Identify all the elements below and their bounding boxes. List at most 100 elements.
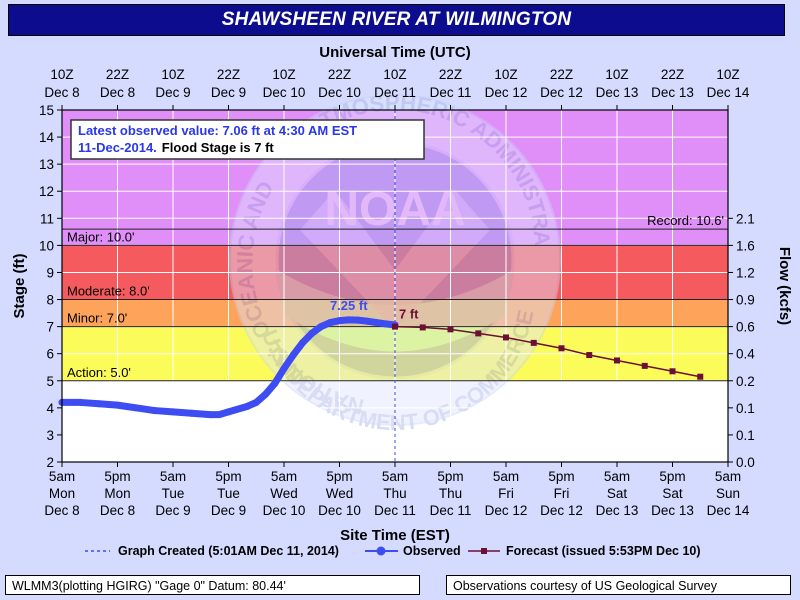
est-tick-time: 5am bbox=[382, 469, 408, 484]
threshold-label: Moderate: 8.0' bbox=[67, 284, 150, 299]
est-tick-date: Dec 9 bbox=[155, 503, 190, 518]
est-tick-date: Dec 8 bbox=[100, 503, 135, 518]
est-tick-date: Dec 13 bbox=[596, 503, 639, 518]
utc-tick-time: 22Z bbox=[439, 67, 462, 82]
est-tick-time: 5am bbox=[160, 469, 186, 484]
datum-footer: WLMM3(plotting HGIRG) "Gage 0" Datum: 80… bbox=[5, 575, 420, 595]
observed-point bbox=[299, 339, 306, 347]
forecast-series-line bbox=[394, 325, 701, 378]
est-tick-date: Dec 12 bbox=[485, 503, 528, 518]
est-tick-date: Dec 10 bbox=[318, 503, 361, 518]
est-tick-day: Wed bbox=[326, 486, 354, 501]
flow-tick-label: 0.1 bbox=[736, 401, 755, 416]
est-tick-time: 5am bbox=[271, 469, 297, 484]
y-tick-label: 15 bbox=[39, 103, 54, 118]
info-line-1: Latest observed value: 7.06 ft at 4:30 A… bbox=[78, 123, 357, 138]
est-tick-day: Sat bbox=[662, 486, 683, 501]
utc-tick-date: Dec 9 bbox=[211, 85, 246, 100]
threshold-label: Action: 5.0' bbox=[67, 365, 131, 380]
y-tick-label: 7 bbox=[46, 320, 54, 335]
utc-tick-time: 10Z bbox=[383, 67, 406, 82]
flow-tick-label: 1.6 bbox=[736, 238, 755, 253]
utc-tick-date: Dec 12 bbox=[485, 85, 528, 100]
observed-point bbox=[169, 408, 177, 416]
utc-tick-date: Dec 14 bbox=[707, 85, 750, 100]
forecast-point bbox=[475, 330, 482, 337]
flow-tick-label: 0.1 bbox=[736, 428, 755, 443]
utc-tick-time: 22Z bbox=[328, 67, 351, 82]
est-tick-day: Mon bbox=[49, 486, 75, 501]
observed-point bbox=[317, 323, 325, 331]
axes: 2 3 4 5 6 7 8 9 10 11 12 13 14 15 0.0 0.1 0.1 0.2 0.4 0.6 0.… bbox=[11, 44, 793, 544]
legend-graph-created-label: Graph Created (5:01AM Dec 11, 2014) bbox=[118, 544, 339, 558]
est-tick-date: Dec 9 bbox=[211, 503, 246, 518]
bottom-axis-title: Site Time (EST) bbox=[340, 527, 450, 544]
flow-tick-label: 1.2 bbox=[736, 265, 755, 280]
est-tick-time: 5pm bbox=[548, 469, 574, 484]
observed-series-line bbox=[58, 316, 399, 419]
forecast-point bbox=[392, 323, 398, 330]
observed-point bbox=[336, 317, 343, 325]
data-series bbox=[58, 110, 704, 462]
y-tick-label: 6 bbox=[46, 347, 54, 362]
utc-tick-time: 10Z bbox=[272, 67, 295, 82]
est-tick-date: Dec 12 bbox=[540, 503, 583, 518]
est-tick-date: Dec 11 bbox=[430, 503, 472, 518]
observed-point bbox=[114, 401, 121, 409]
observed-point bbox=[271, 379, 279, 387]
y-tick-label: 8 bbox=[46, 293, 54, 308]
observed-point bbox=[363, 317, 371, 325]
observed-point bbox=[243, 402, 251, 410]
info-box bbox=[70, 119, 425, 160]
est-tick-time: 5pm bbox=[104, 469, 130, 484]
observed-point bbox=[262, 390, 269, 398]
legend-observed-label: Observed bbox=[403, 544, 461, 558]
est-tick-date: Dec 10 bbox=[263, 503, 306, 518]
utc-tick-date: Dec 9 bbox=[155, 85, 190, 100]
info-date: 11-Dec-2014. bbox=[78, 140, 157, 155]
observed-point bbox=[206, 411, 214, 419]
chart-title-bar: SHAWSHEEN RIVER AT WILMINGTON bbox=[8, 4, 785, 36]
utc-tick-time: 22Z bbox=[217, 67, 240, 82]
utc-tick-time: 10Z bbox=[494, 67, 517, 82]
threshold-label: Minor: 7.0' bbox=[67, 311, 127, 326]
flow-tick-label: 0.4 bbox=[736, 347, 755, 362]
right-axis-title: Flow (kcfs) bbox=[776, 247, 793, 325]
est-tick-time: 5pm bbox=[437, 469, 463, 484]
y-tick-label: 12 bbox=[39, 184, 54, 199]
utc-tick-time: 10Z bbox=[50, 67, 73, 82]
forecast-point bbox=[669, 368, 676, 375]
forecast-point bbox=[558, 345, 565, 352]
utc-tick-time: 10Z bbox=[161, 67, 184, 82]
est-tick-time: 5am bbox=[493, 469, 519, 484]
est-tick-day: Tue bbox=[217, 486, 240, 501]
y-tick-label: 9 bbox=[46, 265, 54, 280]
observed-point bbox=[382, 320, 390, 328]
est-tick-day: Fri bbox=[554, 486, 570, 501]
utc-tick-date: Dec 13 bbox=[651, 85, 694, 100]
utc-tick-date: Dec 11 bbox=[430, 85, 472, 100]
est-tick-day: Wed bbox=[270, 486, 298, 501]
info-line-2: 11-Dec-2014. Flood Stage is 7 ft bbox=[78, 140, 274, 155]
flow-tick-label: 0.0 bbox=[736, 455, 755, 470]
flow-tick-label: 0.6 bbox=[736, 320, 755, 335]
est-tick-time: 5pm bbox=[326, 469, 352, 484]
utc-tick-date: Dec 10 bbox=[263, 85, 306, 100]
est-tick-date: Dec 14 bbox=[707, 503, 750, 518]
observed-point bbox=[252, 398, 260, 406]
y-tick-label: 14 bbox=[39, 130, 55, 145]
observed-point bbox=[215, 411, 223, 419]
utc-tick-time: 22Z bbox=[550, 67, 573, 82]
observed-point bbox=[77, 398, 84, 406]
forecast-point bbox=[641, 362, 648, 369]
utc-tick-date: Dec 11 bbox=[374, 85, 416, 100]
forecast-point bbox=[697, 373, 704, 380]
utc-tick-date: Dec 13 bbox=[596, 85, 639, 100]
utc-tick-time: 22Z bbox=[661, 67, 684, 82]
observed-point bbox=[151, 407, 158, 415]
flow-tick-label: 0.2 bbox=[736, 374, 755, 389]
est-tick-day: Sat bbox=[607, 486, 628, 501]
threshold-label: Major: 10.0' bbox=[67, 229, 135, 244]
